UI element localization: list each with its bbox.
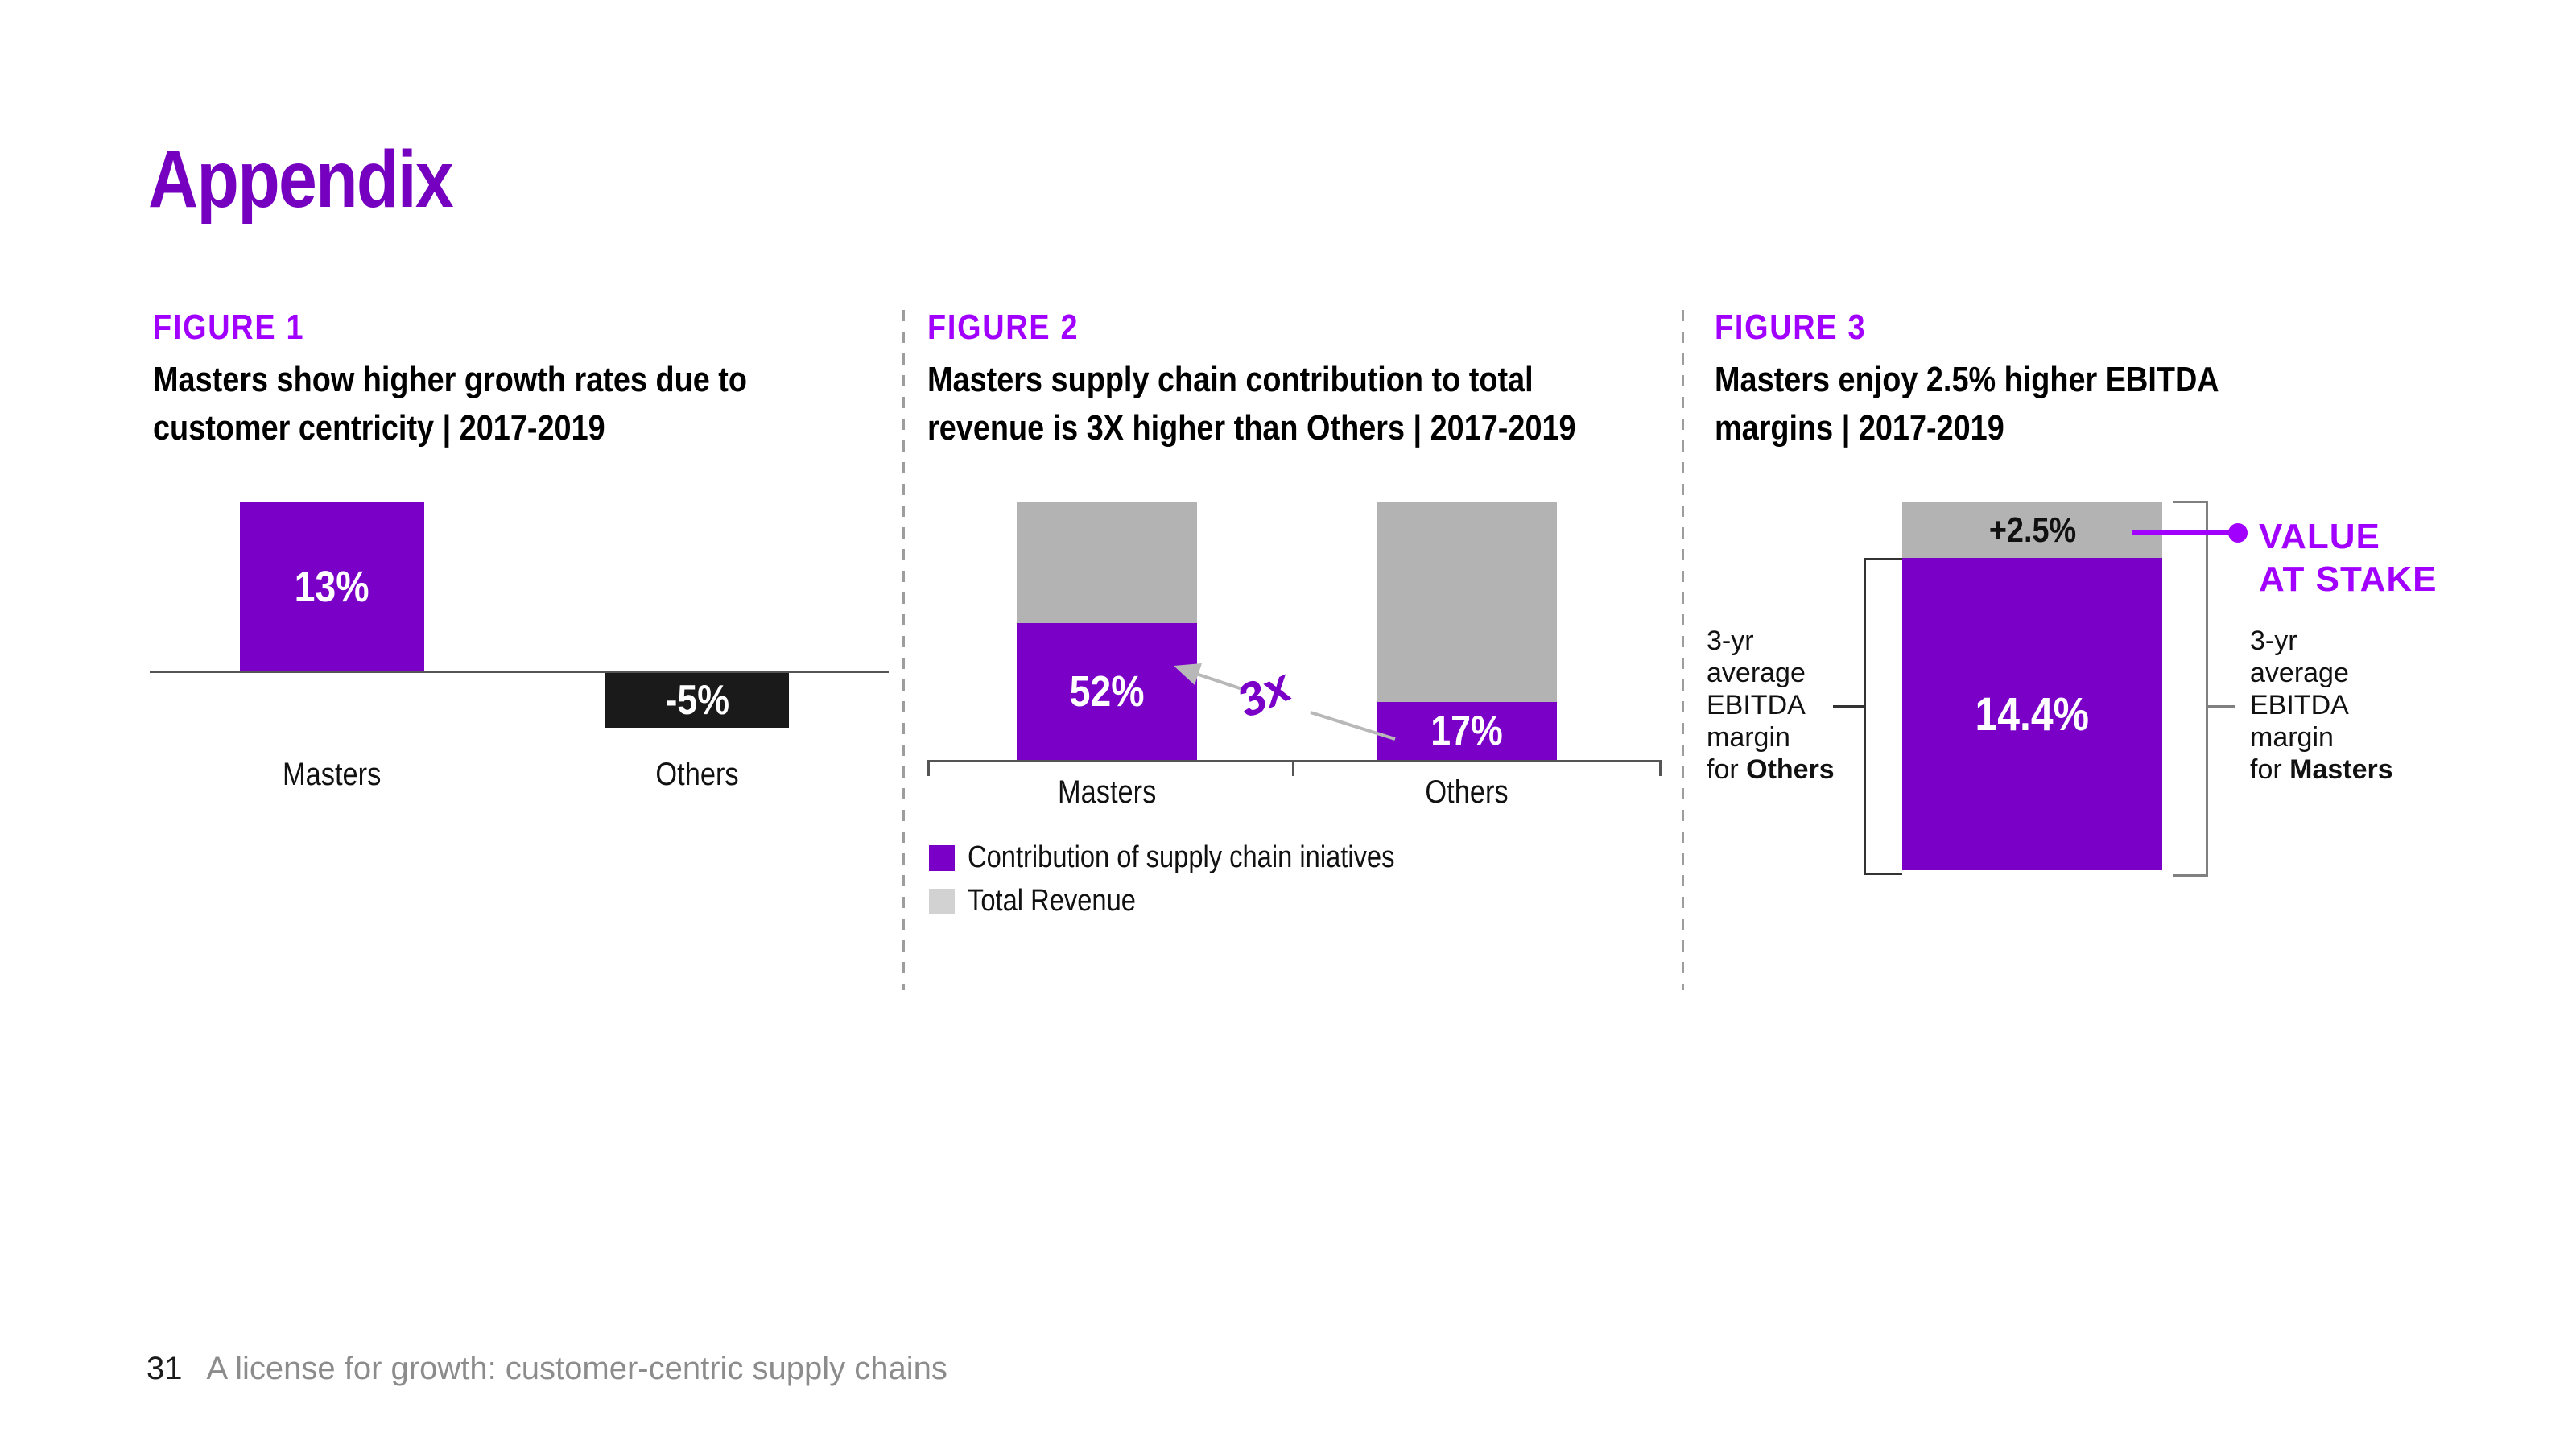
fig1-baseline — [150, 671, 889, 673]
legend-swatch-gray — [929, 888, 955, 914]
fig2-masters-contribution-segment: 52% — [1017, 623, 1197, 760]
fig2-axis-tick-right — [1659, 760, 1662, 776]
fig3-value-at-stake-callout: VALUE AT STAKE — [2259, 517, 2438, 599]
footer-report-title: A license for growth: customer-centric s… — [206, 1351, 947, 1386]
figure2-title: Masters supply chain contribution to tot… — [927, 360, 1576, 448]
fig3-right-bracket — [2174, 501, 2208, 877]
fig3-callout-connector-line — [2132, 530, 2231, 535]
fig3-value-at-stake-segment: +2.5% — [1902, 502, 2162, 558]
fig2-xlabel-others: Others — [1425, 774, 1509, 810]
figure2-label: FIGURE 2 — [927, 308, 1080, 347]
fig2-others-total-revenue-segment — [1377, 502, 1557, 702]
fig2-axis-tick-center — [1292, 760, 1294, 776]
fig2-3x-arrow — [1174, 663, 1396, 741]
column-divider-1 — [902, 310, 905, 990]
fig3-left-bracket — [1864, 558, 1902, 875]
fig3-right-bracket-tick — [2206, 705, 2235, 708]
fig1-bar-others-value: -5% — [665, 677, 729, 724]
fig3-ebitda-margin-segment: 14.4% — [1902, 558, 2162, 870]
fig3-left-bracket-tick — [1833, 705, 1864, 708]
fig1-bar-masters: 13% — [240, 502, 424, 671]
fig2-axis-tick-left — [927, 760, 930, 776]
fig2-xlabel-masters: Masters — [1057, 774, 1157, 810]
fig2-legend-total-revenue: Total Revenue — [929, 884, 1163, 919]
fig2-others-contribution-segment: 17% — [1377, 702, 1557, 760]
fig2-others-value: 17% — [1430, 708, 1503, 754]
figure3-title: Masters enjoy 2.5% higher EBITDA margins… — [1715, 360, 2219, 448]
legend-label-contribution: Contribution of supply chain iniatives — [968, 840, 1395, 874]
fig3-margin-value: 14.4% — [1975, 687, 2090, 741]
legend-label-total-revenue: Total Revenue — [968, 884, 1136, 918]
fig2-axis — [927, 760, 1662, 762]
fig1-bar-others: -5% — [605, 673, 789, 728]
figure3-label: FIGURE 3 — [1715, 308, 1867, 347]
fig2-masters-value: 52% — [1069, 667, 1145, 716]
fig1-xlabel-others: Others — [655, 757, 739, 792]
column-divider-2 — [1682, 310, 1684, 990]
fig3-right-annotation: 3-yr average EBITDA margin for Masters — [2250, 625, 2393, 785]
page-number: 31 — [147, 1351, 183, 1386]
page-title: Appendix — [148, 134, 454, 225]
fig3-left-annotation: 3-yr average EBITDA margin for Others — [1707, 625, 1835, 785]
figure1-label: FIGURE 1 — [153, 308, 305, 347]
figure1-title: Masters show higher growth rates due to … — [153, 360, 748, 448]
fig3-callout-connector-dot — [2228, 523, 2248, 543]
legend-swatch-purple — [929, 844, 955, 871]
fig1-bar-masters-value: 13% — [295, 562, 369, 611]
fig2-masters-total-revenue-segment — [1017, 502, 1197, 623]
fig1-xlabel-masters: Masters — [283, 757, 382, 792]
page-footer: 31 A license for growth: customer-centric… — [147, 1351, 947, 1387]
fig3-delta-value: +2.5% — [1988, 510, 2076, 550]
fig2-legend-contribution: Contribution of supply chain iniatives — [929, 840, 1464, 875]
